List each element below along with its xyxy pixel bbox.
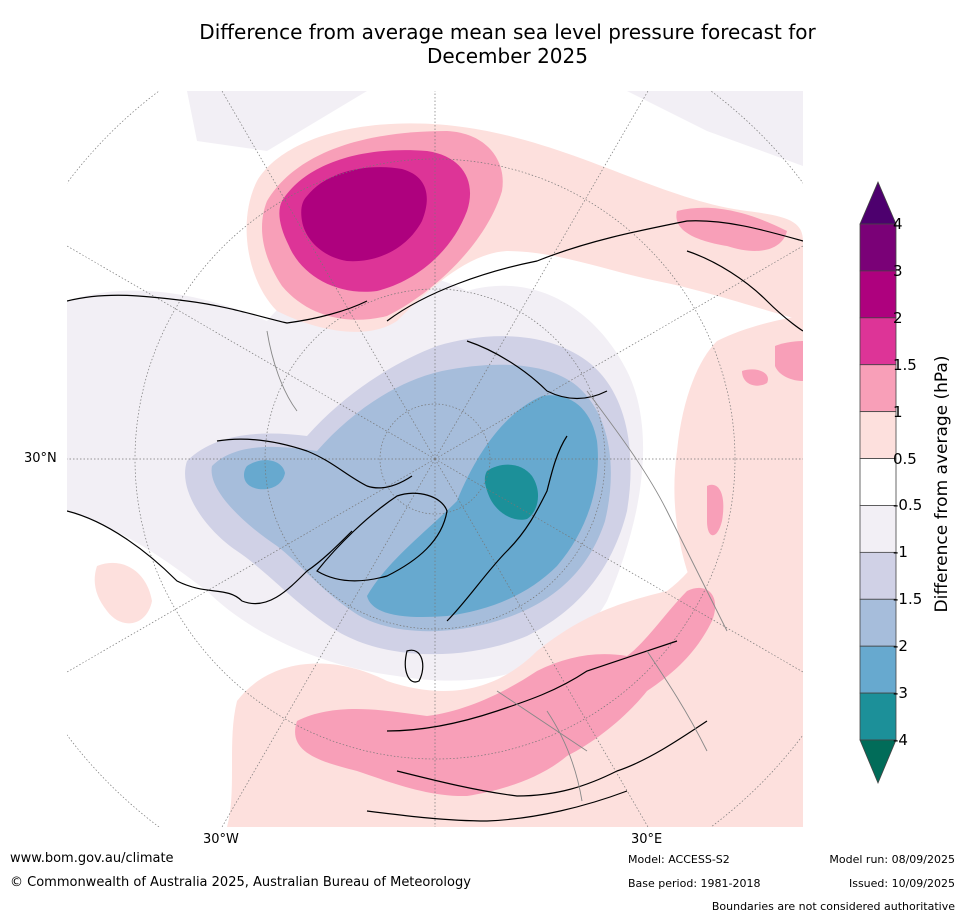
footer-base-period: Base period: 1981-2018 [628, 877, 761, 890]
footer-copyright: © Commonwealth of Australia 2025, Austra… [10, 875, 471, 890]
lon-label-30e: 30°E [631, 832, 663, 847]
coast-siberia [386, 220, 803, 322]
coast-alaska-siberia [67, 294, 368, 324]
colorbar-band [859, 692, 897, 741]
colorbar-tick-label: -1 [893, 543, 908, 562]
anomaly-neg-corner-nw [187, 91, 367, 151]
colorbar-band [859, 317, 897, 366]
colorbar-band [859, 364, 897, 413]
colorbar-extend-bottom [859, 739, 897, 785]
coastlines [67, 220, 803, 822]
anomaly-pos-east-edge-2 [775, 341, 803, 381]
colorbar-band [859, 551, 897, 600]
footer-issued: Issued: 10/09/2025 [848, 877, 955, 890]
coast-greenland [316, 492, 448, 582]
coast-north-america [67, 510, 353, 605]
anomaly-pos-east-small [742, 369, 768, 386]
graticule [67, 91, 803, 827]
colorbar-band [859, 223, 897, 272]
colorbar-extend-top [859, 180, 897, 225]
lon-label-30w: 30°W [203, 832, 239, 847]
colorbar-tick-label: -0.5 [893, 496, 923, 515]
title-line-1: Difference from average mean sea level p… [199, 20, 816, 44]
anomaly-neg-corner-ne [627, 91, 803, 166]
coast-canadian-arctic [216, 438, 413, 489]
colorbar-band [859, 270, 897, 319]
colorbar-tick-label: -3 [893, 684, 908, 703]
coast-russia-north [466, 340, 608, 400]
anomaly-pos-pacific-3 [301, 167, 427, 262]
country-borders [266, 330, 728, 802]
anomaly-map [67, 91, 803, 827]
colorbar-tick-label: 0.5 [893, 449, 917, 468]
coast-scandinavia [446, 435, 568, 622]
chart-title: Difference from average mean sea level p… [0, 20, 965, 68]
colorbar-band [859, 411, 897, 459]
anomaly-pos-south-1 [295, 587, 716, 797]
colorbar-label: Difference from average (hPa) [932, 355, 952, 613]
anomaly-pos-ne-edge [676, 207, 787, 251]
coast-british-isles [404, 649, 424, 683]
colorbar-tick-label: 1.5 [893, 355, 917, 374]
footer-disclaimer: Boundaries are not considered authoritat… [711, 900, 955, 913]
anomaly-neg-2-west [243, 460, 285, 490]
anomaly-pos-east-strip [707, 484, 724, 536]
colorbar-tick-label: 2 [893, 308, 903, 327]
lat-label-30n: 30°N [24, 451, 57, 466]
colorbar [858, 180, 898, 785]
footer-model-run: Model run: 08/09/2025 [829, 853, 955, 866]
coast-asia-east [686, 250, 803, 332]
colorbar-band [859, 598, 897, 647]
colorbar-band [859, 505, 897, 553]
colorbar-svg [859, 180, 897, 785]
colorbar-tick-label: -2 [893, 637, 908, 656]
footer-model: Model: ACCESS-S2 [628, 853, 730, 866]
anomaly-neg-2 [367, 395, 598, 617]
colorbar-tick-label: -4 [893, 731, 908, 749]
title-line-2: December 2025 [427, 44, 588, 68]
colorbar-tick-label: -1.5 [893, 590, 923, 609]
anomaly-pos-aleutian-small [94, 562, 152, 624]
coast-europe [386, 640, 678, 732]
colorbar-tick-label: 4 [893, 215, 903, 233]
footer-website: www.bom.gov.au/climate [10, 851, 174, 866]
colorbar-band [859, 645, 897, 694]
colorbar-tick-label: 3 [893, 261, 903, 280]
map-canvas [67, 91, 803, 827]
anomaly-neg-3 [484, 464, 539, 520]
colorbar-tick-label: 1 [893, 402, 903, 421]
coast-africa [366, 790, 628, 822]
coast-mediterranean [396, 720, 708, 797]
colorbar-band [859, 458, 897, 506]
